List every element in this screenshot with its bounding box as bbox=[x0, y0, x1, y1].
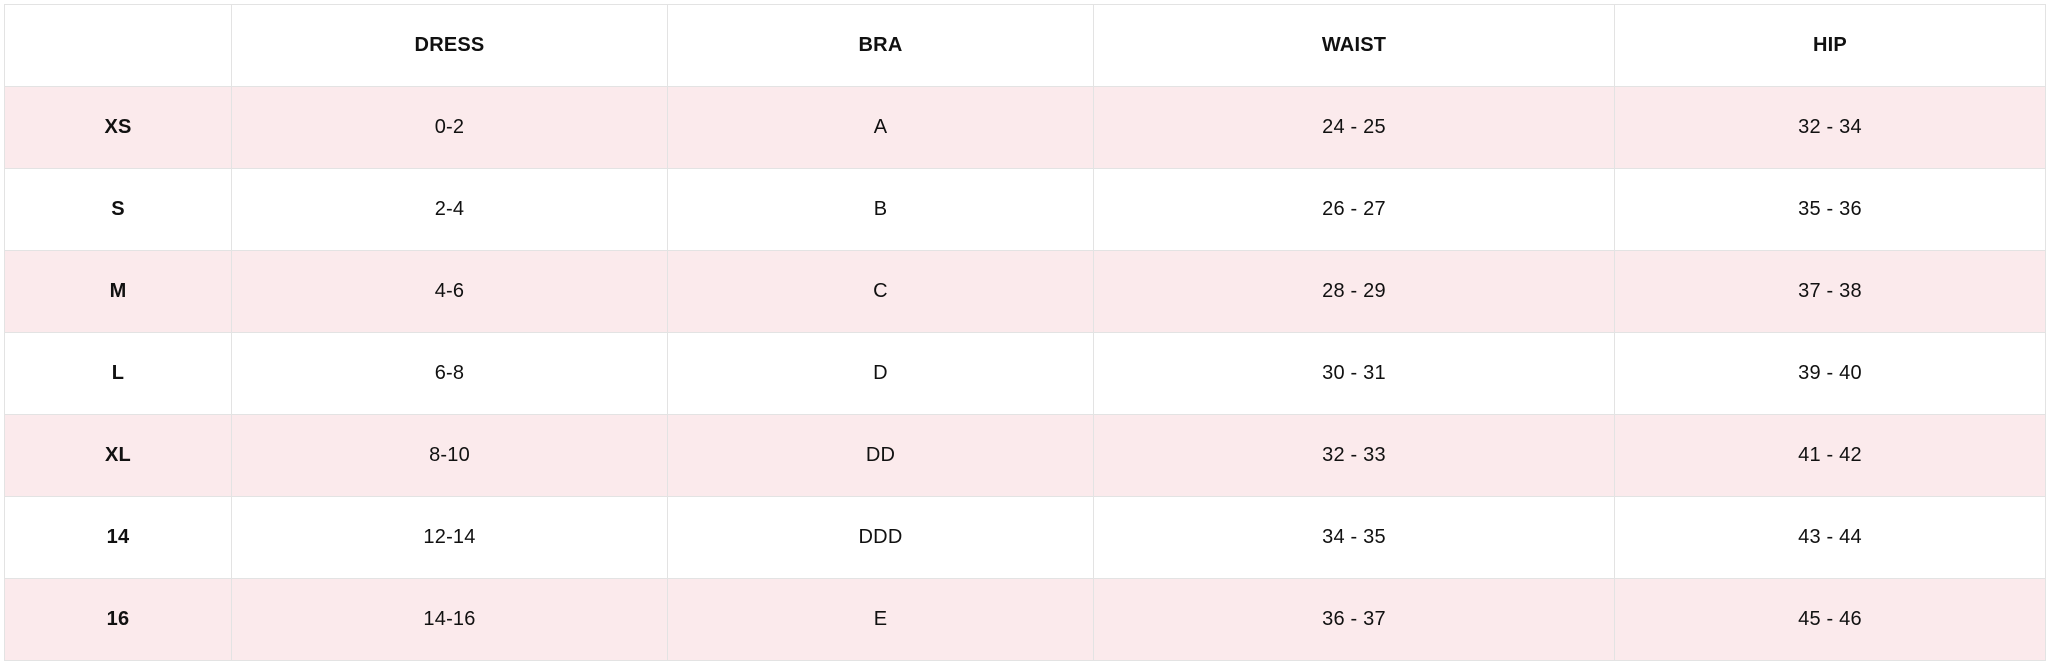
waist-cell: 24 - 25 bbox=[1093, 86, 1615, 169]
hip-cell: 39 - 40 bbox=[1614, 332, 2046, 415]
size-label: XL bbox=[4, 414, 232, 497]
waist-cell: 28 - 29 bbox=[1093, 250, 1615, 333]
hip-cell: 41 - 42 bbox=[1614, 414, 2046, 497]
bra-cell: B bbox=[667, 168, 1094, 251]
dress-cell: 2-4 bbox=[231, 168, 668, 251]
size-label: 14 bbox=[4, 496, 232, 579]
waist-cell: 32 - 33 bbox=[1093, 414, 1615, 497]
table-row: 16 14-16 E 36 - 37 45 - 46 bbox=[4, 578, 2046, 661]
column-header-bra: BRA bbox=[667, 4, 1094, 87]
bra-cell: E bbox=[667, 578, 1094, 661]
dress-cell: 8-10 bbox=[231, 414, 668, 497]
bra-cell: DD bbox=[667, 414, 1094, 497]
hip-cell: 32 - 34 bbox=[1614, 86, 2046, 169]
table-row: S 2-4 B 26 - 27 35 - 36 bbox=[4, 168, 2046, 251]
column-header-hip: HIP bbox=[1614, 4, 2046, 87]
waist-cell: 36 - 37 bbox=[1093, 578, 1615, 661]
bra-cell: A bbox=[667, 86, 1094, 169]
header-row: DRESS BRA WAIST HIP bbox=[4, 4, 2046, 87]
waist-cell: 30 - 31 bbox=[1093, 332, 1615, 415]
column-header-waist: WAIST bbox=[1093, 4, 1615, 87]
size-label: L bbox=[4, 332, 232, 415]
table-row: XS 0-2 A 24 - 25 32 - 34 bbox=[4, 86, 2046, 169]
waist-cell: 34 - 35 bbox=[1093, 496, 1615, 579]
waist-cell: 26 - 27 bbox=[1093, 168, 1615, 251]
size-label: M bbox=[4, 250, 232, 333]
hip-cell: 37 - 38 bbox=[1614, 250, 2046, 333]
dress-cell: 6-8 bbox=[231, 332, 668, 415]
bra-cell: D bbox=[667, 332, 1094, 415]
bra-cell: DDD bbox=[667, 496, 1094, 579]
table-body: XS 0-2 A 24 - 25 32 - 34 S 2-4 B 26 - 27… bbox=[4, 86, 2046, 661]
column-header-dress: DRESS bbox=[231, 4, 668, 87]
table-row: M 4-6 C 28 - 29 37 - 38 bbox=[4, 250, 2046, 333]
hip-cell: 45 - 46 bbox=[1614, 578, 2046, 661]
table-header: DRESS BRA WAIST HIP bbox=[4, 4, 2046, 87]
hip-cell: 43 - 44 bbox=[1614, 496, 2046, 579]
size-chart-table: DRESS BRA WAIST HIP XS 0-2 A 24 - 25 32 … bbox=[4, 4, 2046, 661]
size-label: 16 bbox=[4, 578, 232, 661]
size-label: S bbox=[4, 168, 232, 251]
corner-cell bbox=[4, 4, 232, 87]
dress-cell: 0-2 bbox=[231, 86, 668, 169]
table-row: 14 12-14 DDD 34 - 35 43 - 44 bbox=[4, 496, 2046, 579]
bra-cell: C bbox=[667, 250, 1094, 333]
dress-cell: 12-14 bbox=[231, 496, 668, 579]
hip-cell: 35 - 36 bbox=[1614, 168, 2046, 251]
table-row: L 6-8 D 30 - 31 39 - 40 bbox=[4, 332, 2046, 415]
dress-cell: 14-16 bbox=[231, 578, 668, 661]
dress-cell: 4-6 bbox=[231, 250, 668, 333]
size-label: XS bbox=[4, 86, 232, 169]
table-row: XL 8-10 DD 32 - 33 41 - 42 bbox=[4, 414, 2046, 497]
